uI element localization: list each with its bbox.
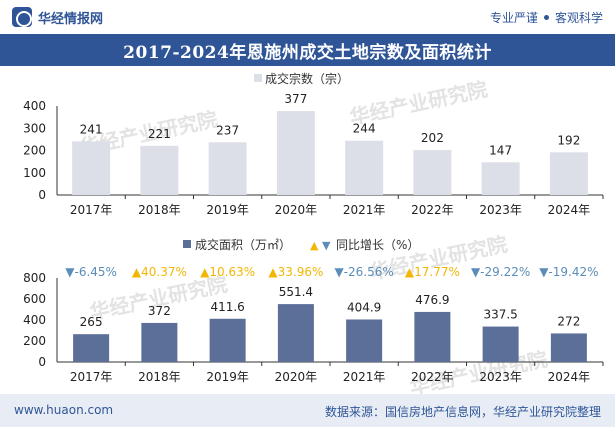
x-tick-label: 2024年 xyxy=(548,370,591,384)
data-label-count: 244 xyxy=(353,122,376,136)
bar-count xyxy=(140,145,179,195)
x-tick-label: 2017年 xyxy=(70,370,113,384)
x-tick-label: 2018年 xyxy=(138,203,181,217)
x-tick-label: 2023年 xyxy=(479,370,522,384)
bar-count xyxy=(549,152,588,195)
bar-area xyxy=(550,333,587,362)
bar-area xyxy=(141,322,178,362)
bar-area xyxy=(277,304,314,362)
x-tick-label: 2023年 xyxy=(479,203,522,217)
y-tick-label: 300 xyxy=(23,121,46,135)
data-label-count: 377 xyxy=(284,92,307,106)
x-tick-label: 2022年 xyxy=(411,203,454,217)
logo[interactable]: 华经情报网 xyxy=(12,7,103,27)
y-tick-label: 400 xyxy=(23,99,46,113)
data-label-count: 147 xyxy=(489,143,512,157)
y-tick-label: 400 xyxy=(23,313,46,327)
y-tick-label: 200 xyxy=(23,144,46,158)
bar-area xyxy=(414,311,451,362)
title-bar: 2017-2024年恩施州成交土地宗数及面积统计 xyxy=(0,34,615,66)
growth-label: ▼-19.42% xyxy=(539,265,598,279)
legend-down-icon: ▼ xyxy=(322,239,331,252)
y-tick-label: 200 xyxy=(23,334,46,348)
legend-swatch-area xyxy=(183,240,191,248)
growth-label: ▼-26.56% xyxy=(334,265,393,279)
logo-icon xyxy=(12,7,32,27)
legend-swatch-count xyxy=(254,74,262,82)
y-tick-label: 600 xyxy=(23,292,46,306)
data-label-area: 337.5 xyxy=(483,308,517,322)
data-label-count: 237 xyxy=(216,123,239,137)
x-tick-label: 2017年 xyxy=(70,203,113,217)
bar-count xyxy=(208,142,247,195)
legend-up-icon: ▲ xyxy=(310,239,319,252)
footer: www.huaon.com 数据来源：国信房地产信息网，华经产业研究院整理 xyxy=(0,394,615,427)
x-tick-label: 2022年 xyxy=(411,370,454,384)
footer-source: 数据来源：国信房地产信息网，华经产业研究院整理 xyxy=(324,405,601,419)
growth-label: ▼-29.22% xyxy=(471,265,530,279)
legend-label-area: 成交面积（万㎡） xyxy=(195,237,291,252)
chart-title: 2017-2024年恩施州成交土地宗数及面积统计 xyxy=(123,42,492,63)
legend-label-growth: 同比增长（%） xyxy=(336,238,419,252)
data-label-count: 221 xyxy=(148,127,171,141)
bar-count xyxy=(345,140,384,195)
growth-label: ▲10.63% xyxy=(200,265,255,279)
x-tick-label: 2019年 xyxy=(206,370,249,384)
x-tick-label: 2019年 xyxy=(206,203,249,217)
growth-label: ▼-6.45% xyxy=(65,265,117,279)
slogan: 专业严谨 客观科学 xyxy=(490,9,603,26)
growth-label: ▲33.96% xyxy=(268,265,323,279)
top-bar: 华经情报网 专业严谨 客观科学 xyxy=(0,0,615,34)
data-label-count: 192 xyxy=(557,133,580,147)
bar-count xyxy=(481,162,520,195)
legend-label-count: 成交宗数（宗） xyxy=(265,71,349,86)
data-label-area: 372 xyxy=(148,304,171,318)
x-tick-label: 2020年 xyxy=(275,203,318,217)
y-tick-label: 0 xyxy=(38,188,46,202)
x-tick-label: 2021年 xyxy=(343,203,386,217)
data-label-area: 272 xyxy=(557,314,580,328)
slogan-dot-icon xyxy=(543,15,549,20)
bar-count xyxy=(72,141,111,195)
x-tick-label: 2020年 xyxy=(275,370,318,384)
growth-label: ▲40.37% xyxy=(132,265,187,279)
bar-count xyxy=(413,150,452,195)
bar-count xyxy=(276,111,315,195)
growth-label: ▲17.77% xyxy=(405,265,460,279)
x-tick-label: 2021年 xyxy=(343,370,386,384)
bar-area xyxy=(73,334,110,362)
y-tick-label: 0 xyxy=(38,355,46,369)
x-tick-label: 2018年 xyxy=(138,370,181,384)
data-label-area: 476.9 xyxy=(415,293,449,307)
data-label-count: 241 xyxy=(80,122,103,136)
bar-area xyxy=(209,318,246,362)
y-tick-label: 100 xyxy=(23,166,46,180)
bar-area xyxy=(482,326,519,362)
slogan-right: 客观科学 xyxy=(554,11,603,25)
data-label-count: 202 xyxy=(421,131,444,145)
bar-area xyxy=(346,319,383,362)
logo-text: 华经情报网 xyxy=(38,11,104,27)
data-label-area: 551.4 xyxy=(279,285,313,299)
footer-url[interactable]: www.huaon.com xyxy=(14,403,114,417)
data-label-area: 265 xyxy=(80,315,103,329)
y-tick-label: 800 xyxy=(23,271,46,285)
x-tick-label: 2024年 xyxy=(548,203,591,217)
data-label-area: 404.9 xyxy=(347,300,381,314)
data-label-area: 411.6 xyxy=(210,300,244,314)
chart-canvas: 华经产业研究院华经产业研究院华经产业研究院华经产业研究院华经产业研究院成交宗数（… xyxy=(23,71,604,394)
slogan-left: 专业严谨 xyxy=(489,11,538,25)
